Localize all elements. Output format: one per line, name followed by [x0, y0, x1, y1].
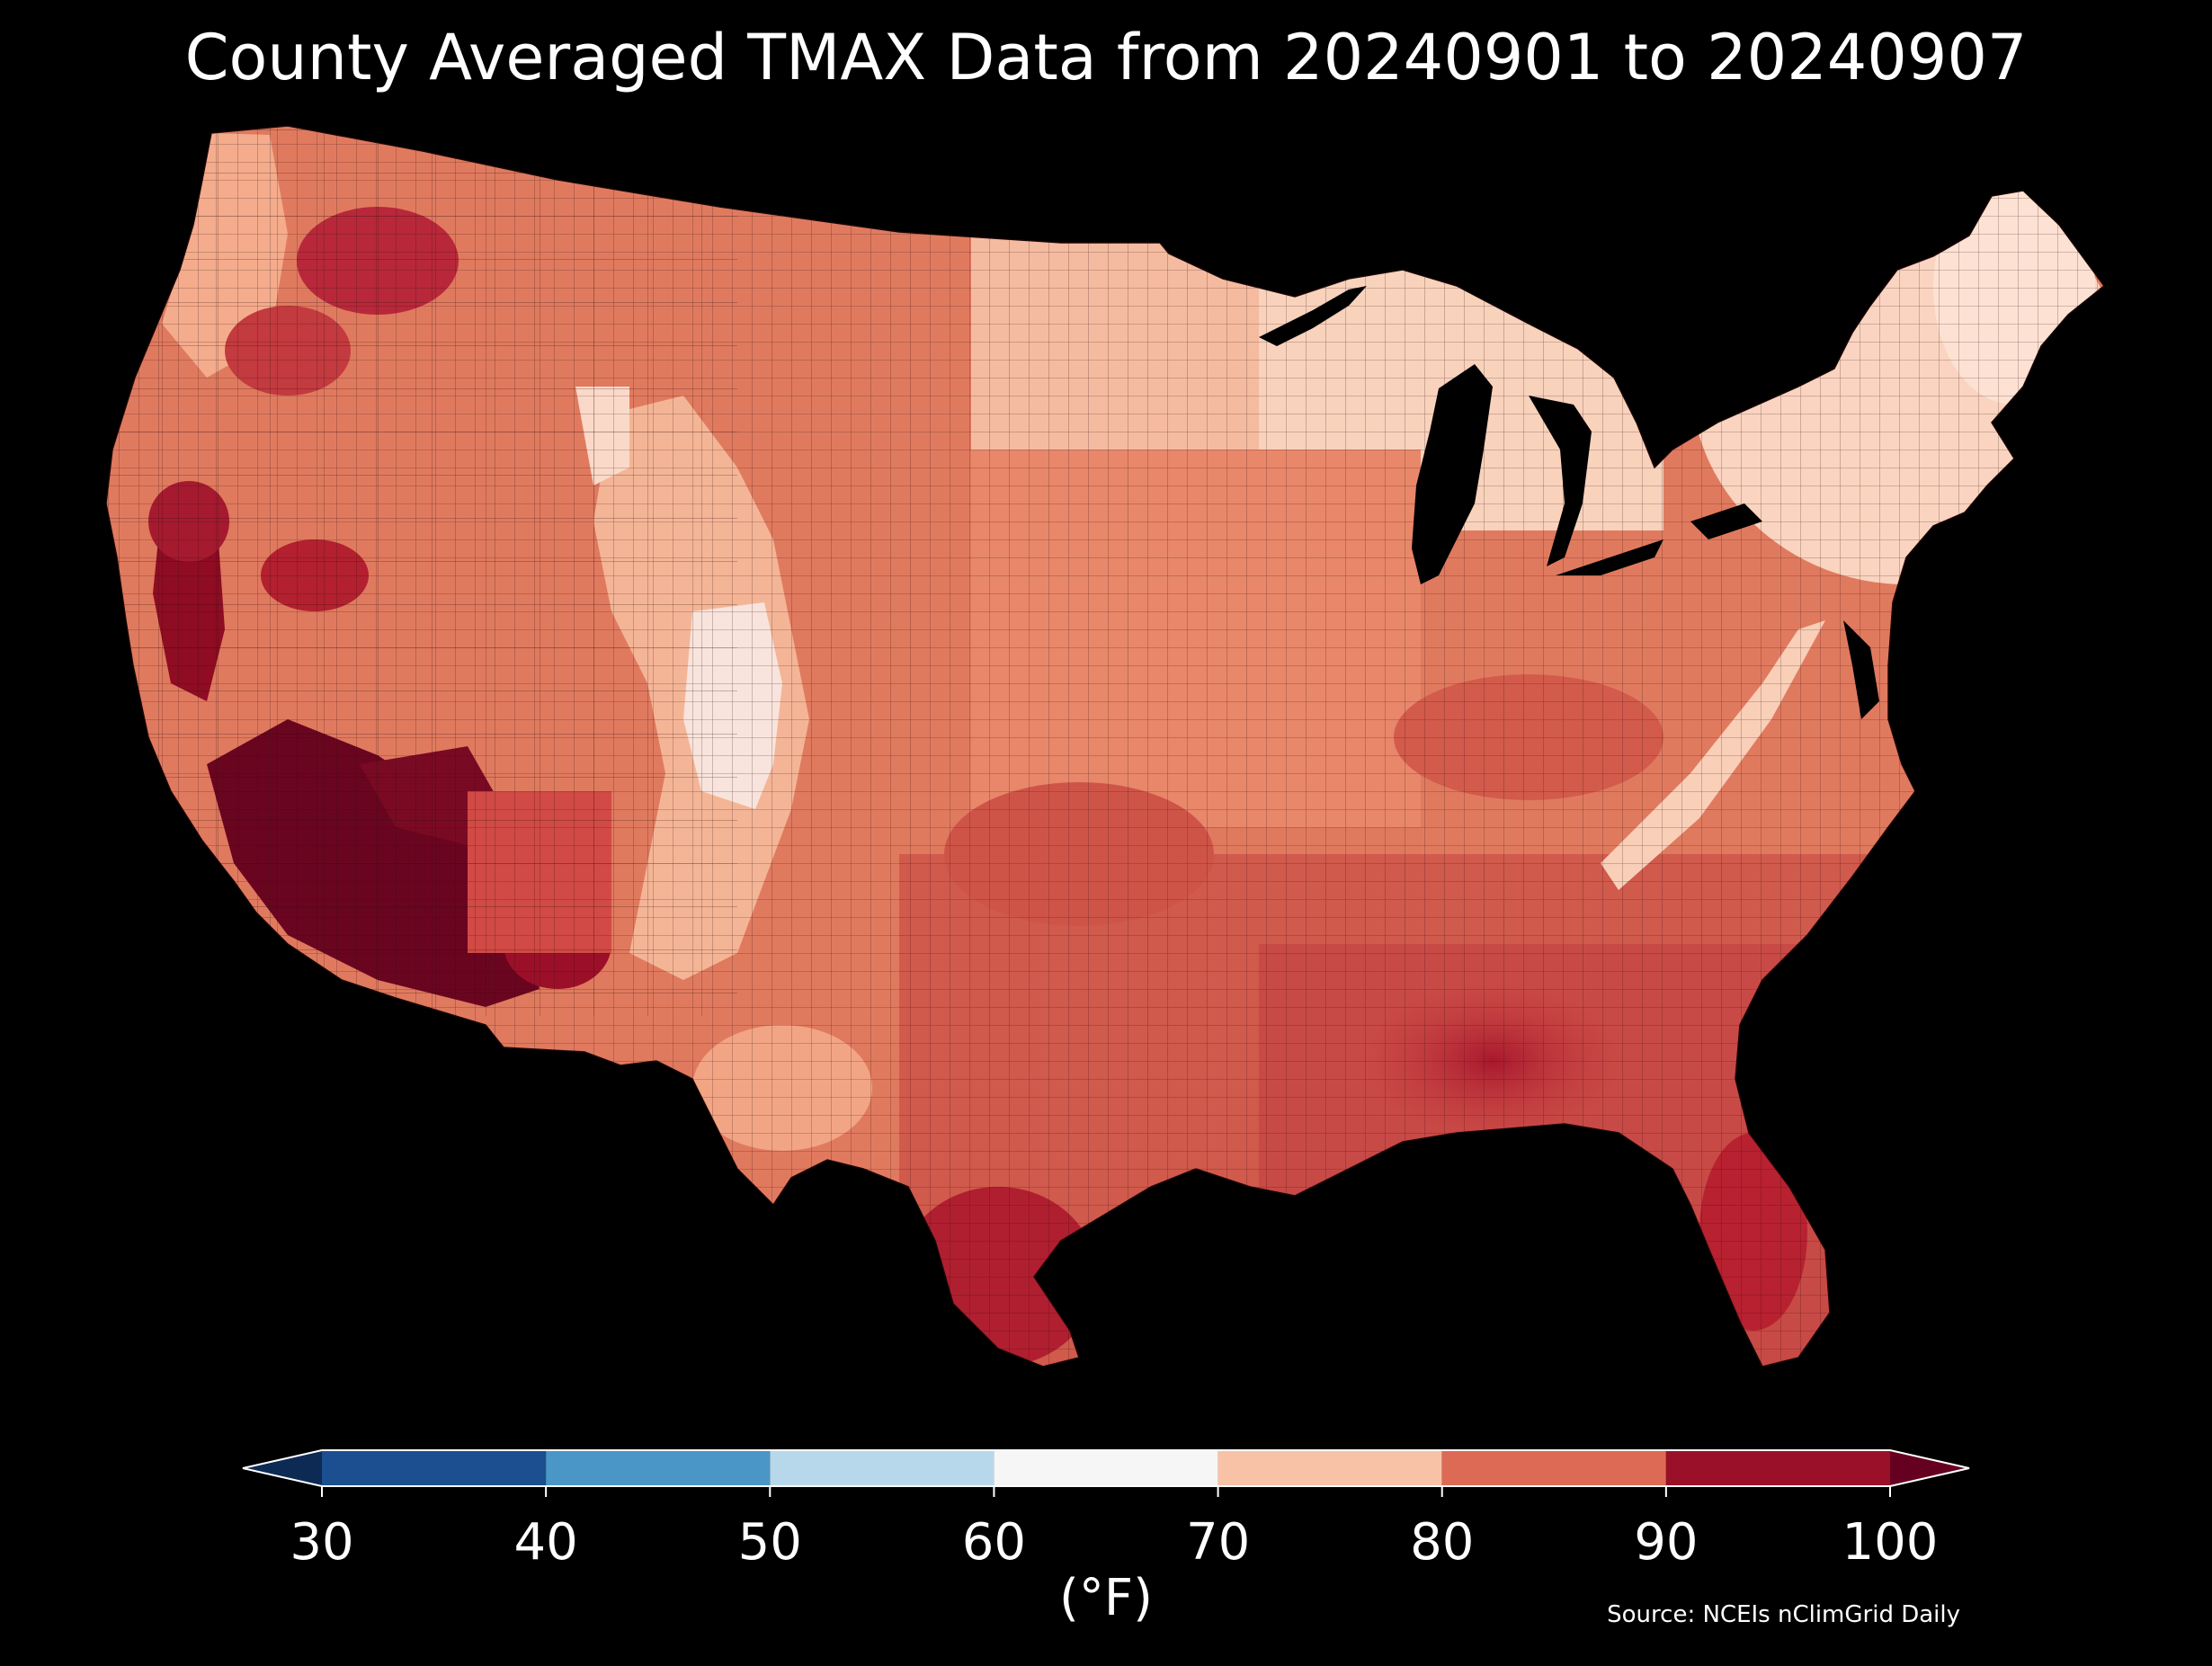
colorbar-tick-label: 70: [1186, 1513, 1250, 1572]
county-choropleth: [106, 126, 2104, 1367]
colorbar-bin: [994, 1450, 1218, 1486]
us-outline: [105, 125, 2106, 1368]
colorbar-unit-label: (°F): [1059, 1569, 1153, 1627]
great-lakes: [1259, 286, 1879, 719]
colorbar-extend-high: [1890, 1450, 1969, 1486]
colorbar-tick-label: 30: [290, 1513, 353, 1572]
colorbar: 30 40 50 60 70 80 90 100: [242, 1449, 1970, 1572]
colorbar-extend-low: [243, 1450, 322, 1486]
colorbar-tick-label: 90: [1634, 1513, 1698, 1572]
colorbar-bin: [1665, 1450, 1890, 1486]
colorbar-bin: [1441, 1450, 1666, 1486]
source-credit: Source: NCEIs nClimGrid Daily: [1607, 1601, 1960, 1628]
colorbar-bin: [322, 1450, 547, 1486]
colorbar-tick-label: 50: [738, 1513, 802, 1572]
colorbar-bin: [770, 1450, 995, 1486]
colorbar-bin: [546, 1450, 771, 1486]
map-title: County Averaged TMAX Data from 20240901 …: [184, 21, 2028, 94]
colorbar-tick-label: 100: [1842, 1513, 1939, 1572]
colorbar-tick-label: 40: [514, 1513, 578, 1572]
colorbar-tick-label: 60: [962, 1513, 1026, 1572]
colorbar-tick-label: 80: [1410, 1513, 1474, 1572]
colorbar-bin: [1217, 1450, 1442, 1486]
